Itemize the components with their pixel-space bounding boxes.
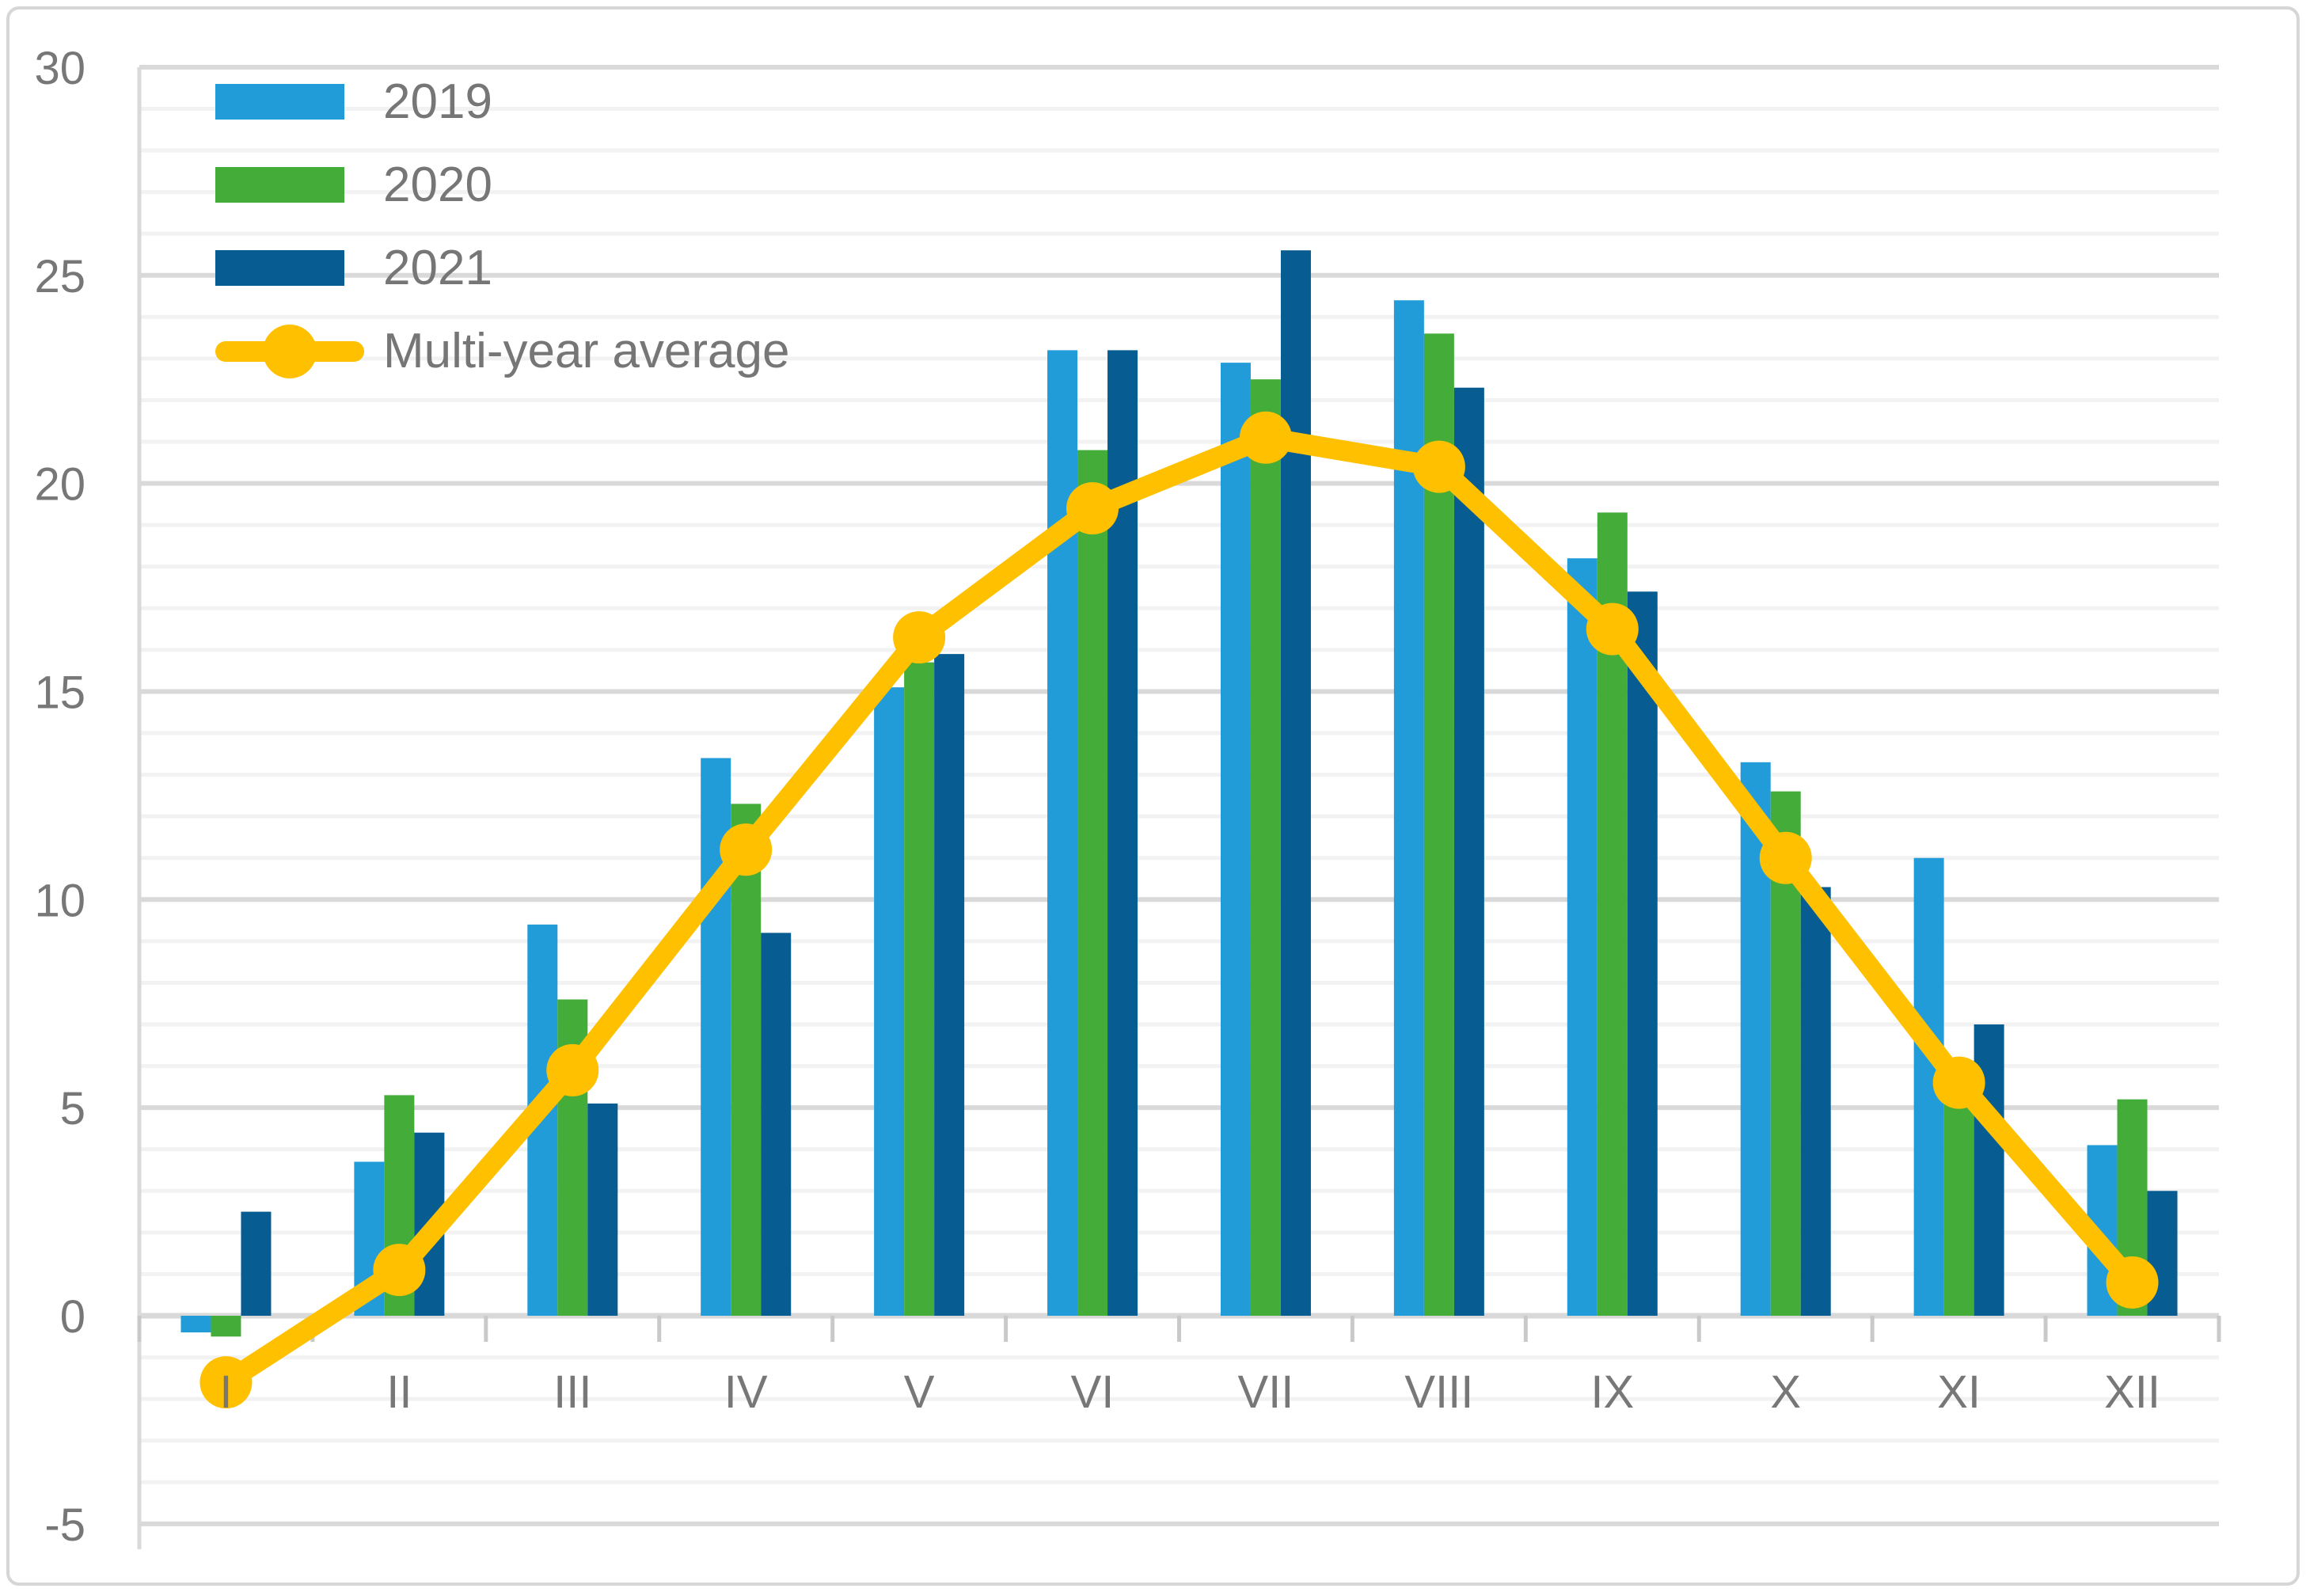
legend-swatch-2021-icon: [215, 250, 344, 286]
y-axis-labels: -5 0 5 10 15 20 25 30: [34, 43, 85, 1551]
avg-marker-I: [199, 1356, 253, 1409]
legend-item-average: Multi-year average: [215, 310, 789, 393]
bar-2021-VII: [1280, 250, 1311, 1316]
bar-2020-VIII: [1423, 333, 1454, 1316]
bar-series-2021: [241, 250, 2178, 1317]
avg-marker-X: [1759, 831, 1812, 884]
avg-marker-IV: [720, 823, 773, 876]
avg-marker-VII: [1239, 411, 1292, 464]
legend-label-average: Multi-year average: [383, 323, 790, 378]
legend-label-2019: 2019: [383, 74, 492, 129]
avg-marker-II: [373, 1244, 426, 1297]
bar-2020-I: [211, 1316, 241, 1337]
avg-marker-VIII: [1412, 440, 1465, 493]
y-axis-label: 10: [34, 875, 85, 926]
bar-2020-VI: [1077, 450, 1108, 1317]
x-axis-label-VIII: VIII: [1404, 1366, 1473, 1418]
legend: 2019 2020 2021 Multi-year average: [215, 60, 789, 393]
bar-2021-X: [1800, 887, 1831, 1316]
avg-marker-III: [546, 1043, 599, 1096]
avg-line: [215, 427, 2143, 1393]
y-axis-label: 20: [34, 459, 85, 511]
x-axis-label-III: III: [553, 1366, 591, 1418]
x-axis-label-VII: VII: [1237, 1366, 1294, 1418]
bar-2019-I: [180, 1316, 211, 1333]
bar-2020-XI: [1943, 1103, 1974, 1316]
x-axis-labels: I II III IV V VI VII VIII IX X XI XII: [219, 1366, 2160, 1418]
y-axis-label: 25: [34, 251, 85, 302]
legend-item-2021: 2021: [215, 226, 789, 310]
y-axis-label: 30: [34, 43, 85, 94]
y-axis-label: 5: [60, 1083, 85, 1134]
x-axis-label-IX: IX: [1590, 1366, 1634, 1418]
legend-marker-col: [215, 167, 383, 203]
avg-marker-XI: [1932, 1056, 1985, 1109]
legend-marker-col: [215, 324, 383, 378]
bar-series-2019: [180, 300, 2118, 1333]
avg-marker-IX: [1586, 602, 1639, 656]
avg-marker-V: [893, 611, 946, 664]
avg-marker-XII: [2106, 1256, 2159, 1309]
legend-label-2021: 2021: [383, 240, 492, 295]
bar-2021-IX: [1627, 591, 1658, 1316]
y-axis-label: 15: [34, 667, 85, 718]
bar-2019-IX: [1567, 558, 1597, 1316]
legend-item-2020: 2020: [215, 143, 789, 226]
bar-2020-V: [904, 662, 935, 1316]
legend-marker-col: [215, 84, 383, 120]
x-axis-label-VI: VI: [1071, 1366, 1115, 1418]
x-axis-label-V: V: [904, 1366, 935, 1418]
bar-2019-V: [874, 687, 905, 1316]
legend-line-dot-icon: [263, 324, 317, 378]
y-axis-label: -5: [44, 1499, 85, 1551]
legend-item-2019: 2019: [215, 60, 789, 143]
bar-2021-V: [934, 654, 965, 1316]
x-axis-label-X: X: [1770, 1366, 1801, 1418]
bar-2020-IV: [731, 804, 762, 1316]
y-axis-label: 0: [60, 1291, 85, 1343]
x-axis-label-I: I: [219, 1366, 232, 1418]
bar-2019-VII: [1220, 363, 1251, 1317]
legend-swatch-2019-icon: [215, 84, 344, 120]
x-axis-label-XI: XI: [1937, 1366, 1981, 1418]
x-axis-label-IV: IV: [724, 1366, 768, 1418]
x-axis-label-XII: XII: [2104, 1366, 2160, 1418]
avg-marker-VI: [1066, 482, 1119, 535]
legend-swatch-2020-icon: [215, 167, 344, 203]
bar-2021-VIII: [1453, 387, 1484, 1317]
bar-2020-VII: [1250, 379, 1281, 1316]
x-axis-label-II: II: [386, 1366, 412, 1418]
bar-2021-IV: [761, 933, 792, 1316]
avg-line-series: [199, 411, 2159, 1409]
legend-marker-col: [215, 250, 383, 286]
bar-2021-I: [241, 1211, 272, 1316]
legend-line-marker-icon: [215, 324, 364, 378]
legend-label-2020: 2020: [383, 157, 492, 212]
bar-2021-III: [587, 1103, 618, 1316]
